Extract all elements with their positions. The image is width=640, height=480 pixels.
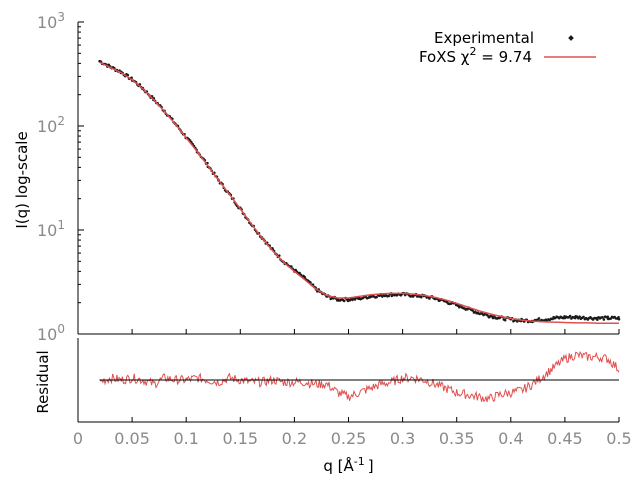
top-series-group: [98, 59, 621, 324]
experimental-point: [419, 295, 423, 299]
x-tick-label: 0.2: [282, 429, 307, 448]
residual-line: [99, 350, 620, 403]
fit-line: [99, 61, 619, 324]
top-y-tick-label: 101: [37, 218, 65, 240]
x-label-main: q [Å: [323, 456, 354, 475]
legend-fit-sup: 2: [469, 45, 476, 58]
x-label-end: ]: [368, 457, 374, 475]
x-tick-label: 0: [73, 429, 83, 448]
legend-fit-suffix: = 9.74: [476, 48, 532, 66]
experimental-point: [602, 318, 606, 321]
x-tick-label: 0.25: [331, 429, 367, 448]
tick-exp: 1: [57, 218, 65, 232]
x-tick-label: 0.35: [439, 429, 475, 448]
x-label-sup: -1: [354, 455, 365, 468]
experimental-point: [578, 315, 581, 319]
legend-experimental-marker: [568, 35, 574, 41]
x-tick-label: 0.05: [114, 429, 150, 448]
experimental-point: [375, 295, 378, 299]
tick-base: 10: [37, 13, 57, 32]
top-y-tick-label: 103: [37, 10, 65, 32]
experimental-point: [342, 299, 346, 303]
experimental-point: [617, 317, 621, 321]
experimental-point: [353, 298, 357, 301]
top-y-axis-label: I(q) log-scale: [13, 131, 31, 228]
bottom-panel: Residual: [34, 338, 620, 423]
experimental-point: [606, 315, 610, 319]
experimental-point: [568, 314, 572, 318]
experimental-point: [387, 294, 391, 298]
x-axis-label: q [Å-1]: [323, 455, 373, 475]
experimental-point: [582, 315, 585, 319]
legend-experimental-label: Experimental: [434, 29, 534, 47]
experimental-point: [601, 316, 604, 319]
legend-fit-label: FoXS χ2 = 9.74: [419, 45, 532, 66]
x-tick-label: 0.1: [173, 429, 198, 448]
top-y-tick-label: 102: [37, 114, 65, 136]
x-tick-label: 0.5: [606, 429, 631, 448]
tick-exp: 2: [57, 114, 65, 128]
experimental-point: [471, 309, 475, 312]
x-tick-label: 0.45: [547, 429, 583, 448]
legend-fit-prefix: FoXS χ: [419, 48, 470, 66]
experimental-point: [617, 315, 620, 319]
experimental-point: [596, 318, 599, 321]
tick-base: 10: [37, 221, 57, 240]
bottom-series-group: [99, 350, 620, 403]
experimental-point: [290, 265, 293, 268]
top-y-tick-label: 100: [37, 322, 65, 344]
x-tick-label: 0.4: [498, 429, 523, 448]
x-tick-label: 0.15: [222, 429, 258, 448]
tick-exp: 0: [57, 322, 65, 336]
tick-exp: 3: [57, 10, 65, 24]
x-tick-label: 0.3: [390, 429, 415, 448]
legend-experimental-point: [568, 35, 574, 41]
experimental-point: [458, 305, 461, 309]
legend: Experimental FoXS χ2 = 9.74: [419, 29, 596, 66]
tick-base: 10: [37, 325, 57, 344]
experimental-point: [503, 318, 507, 322]
tick-base: 10: [37, 117, 57, 136]
experimental-point: [537, 317, 541, 320]
bottom-y-axis-label: Residual: [34, 350, 52, 413]
x-axis-ticks: 0 0.05 0.1 0.15 0.2 0.25 0.3 0.35 0.4 0.45 0.5: [73, 329, 632, 448]
